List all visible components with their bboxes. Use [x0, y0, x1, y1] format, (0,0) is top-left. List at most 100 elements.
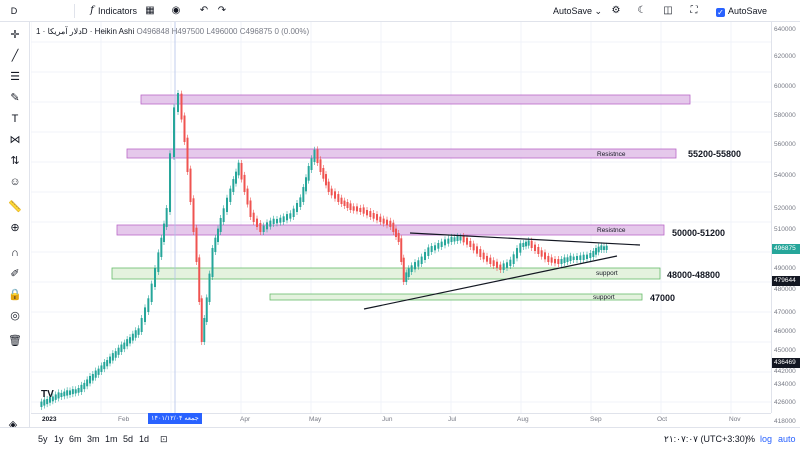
- brush-icon[interactable]: ✎: [10, 92, 20, 104]
- auto-scale-toggle[interactable]: auto: [778, 434, 796, 444]
- eye-icon[interactable]: ◉: [171, 5, 181, 16]
- candle-body: [459, 236, 462, 241]
- indicators-button[interactable]: Indicators: [98, 6, 138, 16]
- candle-body: [192, 198, 195, 232]
- legend-open: O496848: [136, 27, 170, 36]
- pattern-icon[interactable]: ⋈: [9, 134, 21, 146]
- candle-body: [453, 237, 456, 242]
- candle-body: [340, 197, 343, 204]
- prediction-icon[interactable]: ⇅: [10, 155, 20, 167]
- trend-line-resistance: [409, 232, 641, 246]
- zoom-icon[interactable]: ⊕: [10, 222, 20, 234]
- candle-body: [382, 218, 385, 224]
- time-axis[interactable]: [31, 413, 771, 427]
- chart-pane[interactable]: [31, 22, 771, 413]
- time-year-label: 2023: [42, 416, 57, 423]
- candle-body: [389, 220, 392, 227]
- trash-icon[interactable]: 🗑: [8, 335, 22, 347]
- candle-body: [316, 149, 319, 163]
- candle-body: [131, 333, 134, 341]
- date-range-icon[interactable]: ⊡: [160, 434, 168, 444]
- undo-icon[interactable]: ↶: [199, 5, 209, 16]
- timezone-clock[interactable]: ۲۱:۰۷:۰۷ (UTC+3:30): [664, 434, 748, 444]
- candle-body: [269, 220, 272, 227]
- autosave-toggle[interactable]: ✓ AutoSave: [716, 6, 768, 17]
- eye-toggle-icon[interactable]: ◎: [10, 310, 20, 322]
- candle-body: [211, 248, 214, 277]
- range-1d-button[interactable]: 1d: [139, 434, 150, 444]
- support-1-label: support: [596, 270, 618, 277]
- price-tick-label: 460000: [774, 328, 796, 335]
- candlestick-chart[interactable]: [31, 22, 771, 413]
- range-5d-button[interactable]: 5d: [123, 434, 134, 444]
- price-tick-label: 640000: [774, 26, 796, 33]
- candle-body: [299, 197, 302, 207]
- range-6m-button[interactable]: 6m: [69, 434, 82, 444]
- candle-body: [516, 248, 518, 259]
- price-tick-label: 426000: [774, 399, 796, 406]
- candle-body: [180, 93, 183, 120]
- lock-icon[interactable]: 🔒: [8, 289, 22, 301]
- price-tick-label: 490000: [774, 265, 796, 272]
- candle-body: [379, 216, 382, 222]
- candle-body: [195, 227, 198, 262]
- candle-body: [103, 361, 106, 370]
- candle-body: [86, 379, 89, 387]
- candle-body: [346, 202, 349, 208]
- candle-body: [222, 208, 225, 222]
- candle-body: [466, 237, 468, 245]
- candle-body: [343, 200, 346, 206]
- magnet-icon[interactable]: ∩: [11, 247, 19, 259]
- candle-body: [114, 351, 117, 358]
- candle-body: [527, 240, 530, 246]
- price-tick-label: 480000: [774, 286, 796, 293]
- range-1y-button[interactable]: 1y: [54, 434, 64, 444]
- candle-body: [337, 194, 340, 202]
- candle-body: [579, 255, 582, 260]
- symbol-search-button[interactable]: D: [10, 6, 18, 16]
- horizontal-lines-icon[interactable]: ☰: [10, 71, 20, 83]
- candle-body: [144, 307, 146, 322]
- layout-grid-icon[interactable]: ▦: [145, 5, 155, 16]
- candle-body: [246, 188, 249, 205]
- candle-body: [235, 171, 237, 184]
- lock-drawing-icon[interactable]: ✐: [10, 268, 20, 280]
- candle-body: [563, 257, 566, 263]
- percent-scale-toggle[interactable]: %: [747, 434, 756, 444]
- trend-line-icon[interactable]: ╱: [11, 50, 19, 62]
- smile-icon[interactable]: ☺: [9, 176, 21, 188]
- candle-body: [63, 391, 66, 397]
- candle-body: [43, 399, 46, 406]
- redo-icon[interactable]: ↷: [217, 5, 227, 16]
- candle-body: [372, 213, 375, 219]
- candle-body: [362, 207, 365, 214]
- log-scale-toggle[interactable]: log: [760, 434, 773, 444]
- fullscreen-icon[interactable]: ⛶: [690, 5, 698, 16]
- theme-moon-icon[interactable]: ☾: [637, 5, 647, 16]
- candle-body: [595, 248, 597, 255]
- top-toolbar: D f Indicators ▦ ◉ ↶ ↷ AutoSave ⌄ ⚙ ☾ ◫ …: [0, 0, 800, 22]
- crosshair-icon[interactable]: ✛: [10, 29, 20, 41]
- autosave-menu[interactable]: AutoSave ⌄: [553, 6, 603, 16]
- range-5y-button[interactable]: 5y: [38, 434, 48, 444]
- candle-body: [97, 368, 100, 375]
- candle-body: [177, 93, 179, 112]
- candle-body: [307, 166, 310, 181]
- price-scale[interactable]: [771, 22, 800, 413]
- range-1m-button[interactable]: 1m: [105, 434, 118, 444]
- candle-body: [243, 174, 246, 192]
- candle-body: [173, 107, 175, 157]
- candle-body: [200, 298, 203, 342]
- candle-body: [414, 262, 416, 270]
- range-3m-button[interactable]: 3m: [87, 434, 100, 444]
- layers-icon[interactable]: ◈: [8, 419, 18, 431]
- resistance-2-label: Resistnce: [597, 227, 626, 234]
- resistance-1-label: Resistnce: [597, 151, 626, 158]
- indicators-icon[interactable]: f: [90, 5, 94, 16]
- snapshot-camera-icon[interactable]: ◫: [663, 5, 673, 16]
- text-icon[interactable]: T: [11, 113, 19, 125]
- candle-body: [586, 254, 588, 259]
- settings-gear-icon[interactable]: ⚙: [611, 5, 621, 16]
- candle-body: [46, 399, 49, 405]
- ruler-icon[interactable]: 📏: [8, 201, 22, 213]
